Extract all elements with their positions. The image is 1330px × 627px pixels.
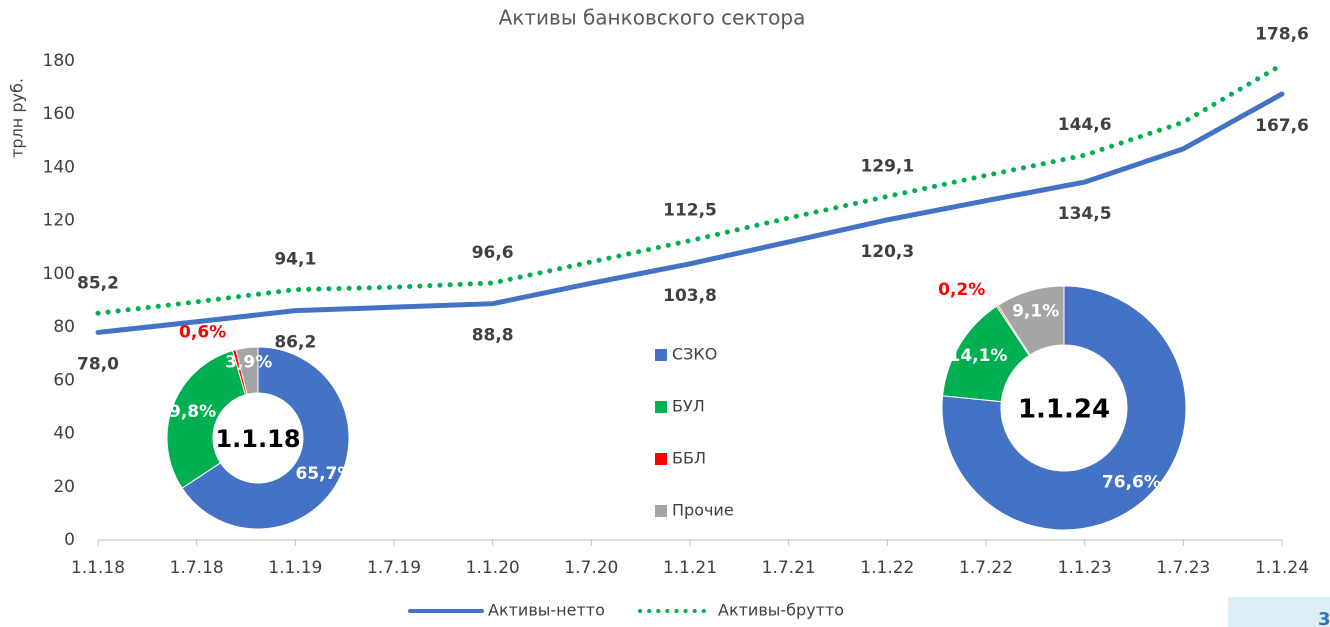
donut-label: 76,6% bbox=[1102, 473, 1161, 493]
page-number-box bbox=[1228, 597, 1330, 627]
donut-segment bbox=[941, 285, 1187, 531]
y-tick-label: 160 bbox=[43, 104, 75, 124]
x-tick-label: 1.1.22 bbox=[860, 558, 914, 578]
data-label: 178,6 bbox=[1255, 25, 1309, 45]
y-tick-label: 40 bbox=[53, 424, 75, 444]
data-label: 78,0 bbox=[77, 354, 119, 374]
donut-label: 14,1% bbox=[948, 346, 1007, 366]
y-axis-label: трлн руб. bbox=[8, 78, 27, 158]
page-number: 3 bbox=[1318, 609, 1330, 627]
data-label: 94,1 bbox=[274, 250, 316, 270]
legend-swatch bbox=[655, 349, 667, 361]
x-tick-label: 1.1.19 bbox=[268, 558, 322, 578]
data-label: 144,6 bbox=[1058, 115, 1112, 135]
data-label: 129,1 bbox=[860, 156, 914, 176]
chart-title: Активы банковского сектора bbox=[499, 6, 806, 30]
donut-label: 3,9% bbox=[225, 353, 272, 373]
donut-center-label: 1.1.18 bbox=[215, 425, 300, 453]
y-tick-label: 20 bbox=[53, 477, 75, 497]
line-series bbox=[95, 62, 1285, 316]
donut-segment bbox=[181, 346, 350, 530]
x-tick-label: 1.1.18 bbox=[71, 558, 125, 578]
legend-swatch bbox=[655, 453, 667, 465]
x-tick-label: 1.7.18 bbox=[170, 558, 224, 578]
legend-swatch bbox=[655, 505, 667, 517]
y-tick-label: 80 bbox=[53, 317, 75, 337]
x-tick-label: 1.1.23 bbox=[1058, 558, 1112, 578]
data-label: 112,5 bbox=[663, 201, 717, 221]
y-tick-label: 140 bbox=[43, 157, 75, 177]
data-label: 120,3 bbox=[860, 242, 914, 262]
legend-label: Активы-брутто bbox=[718, 601, 844, 620]
data-label: 134,5 bbox=[1058, 204, 1112, 224]
donut-segment bbox=[166, 349, 247, 489]
donut-label: 0,6% bbox=[179, 323, 226, 343]
donut-label: 9,1% bbox=[1012, 302, 1059, 322]
y-tick-label: 180 bbox=[43, 51, 75, 71]
data-label: 103,8 bbox=[663, 286, 717, 306]
donut-segment bbox=[997, 285, 1065, 356]
x-tick-label: 1.1.21 bbox=[663, 558, 717, 578]
data-label: 86,2 bbox=[274, 333, 316, 353]
y-tick-label: 60 bbox=[53, 370, 75, 390]
legend-label: Активы-нетто bbox=[488, 601, 605, 620]
legend-swatch bbox=[655, 401, 667, 413]
x-tick-label: 1.7.19 bbox=[367, 558, 421, 578]
x-tick-label: 1.7.23 bbox=[1156, 558, 1210, 578]
y-tick-label: 0 bbox=[64, 530, 75, 550]
donut-label: 0,2% bbox=[938, 280, 985, 300]
legend-label: БУЛ bbox=[672, 397, 705, 416]
y-tick-label: 120 bbox=[43, 211, 75, 231]
x-tick-label: 1.7.20 bbox=[564, 558, 618, 578]
data-label: 88,8 bbox=[472, 326, 514, 346]
x-tick-label: 1.1.20 bbox=[466, 558, 520, 578]
y-tick-label: 100 bbox=[43, 264, 75, 284]
donut-segment bbox=[235, 346, 259, 395]
legend-label: ББЛ bbox=[672, 449, 706, 468]
x-tick-label: 1.7.22 bbox=[959, 558, 1013, 578]
data-label: 167,6 bbox=[1255, 116, 1309, 136]
donut-label: 29,8% bbox=[157, 402, 216, 422]
x-tick-label: 1.1.24 bbox=[1255, 558, 1309, 578]
data-label: 85,2 bbox=[77, 273, 119, 293]
data-label: 96,6 bbox=[472, 243, 514, 263]
donut-center-label: 1.1.24 bbox=[1018, 395, 1110, 425]
x-tick-label: 1.7.21 bbox=[762, 558, 816, 578]
legend-label: СЗКО bbox=[672, 345, 717, 364]
legend-label: Прочие bbox=[672, 501, 734, 520]
line-series bbox=[95, 91, 1285, 335]
donut-label: 65,7% bbox=[295, 464, 354, 484]
